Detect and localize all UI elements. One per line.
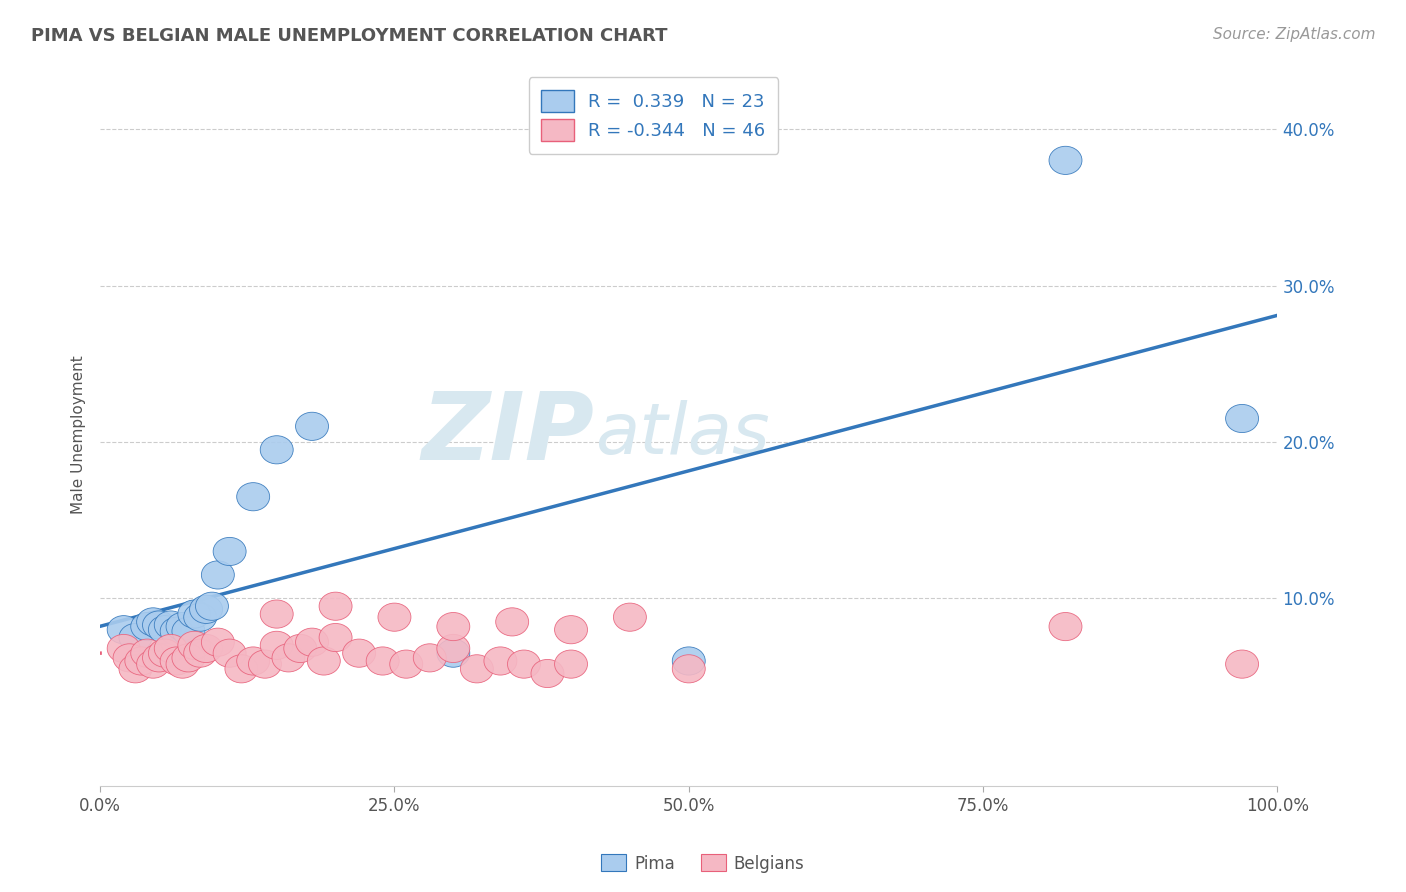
Ellipse shape <box>1049 613 1083 640</box>
Ellipse shape <box>136 607 170 636</box>
Ellipse shape <box>107 634 141 663</box>
Ellipse shape <box>190 634 222 663</box>
Ellipse shape <box>554 650 588 678</box>
Ellipse shape <box>366 647 399 675</box>
Ellipse shape <box>190 595 222 624</box>
Ellipse shape <box>496 607 529 636</box>
Text: PIMA VS BELGIAN MALE UNEMPLOYMENT CORRELATION CHART: PIMA VS BELGIAN MALE UNEMPLOYMENT CORREL… <box>31 27 668 45</box>
Ellipse shape <box>437 634 470 663</box>
Ellipse shape <box>155 634 187 663</box>
Ellipse shape <box>460 655 494 683</box>
Ellipse shape <box>214 537 246 566</box>
Ellipse shape <box>107 615 141 644</box>
Ellipse shape <box>271 644 305 672</box>
Legend: R =  0.339   N = 23, R = -0.344   N = 46: R = 0.339 N = 23, R = -0.344 N = 46 <box>529 77 778 153</box>
Ellipse shape <box>120 624 152 651</box>
Ellipse shape <box>225 655 257 683</box>
Ellipse shape <box>672 647 706 675</box>
Ellipse shape <box>184 639 217 667</box>
Ellipse shape <box>184 603 217 632</box>
Ellipse shape <box>112 644 146 672</box>
Ellipse shape <box>201 628 235 657</box>
Ellipse shape <box>131 613 163 640</box>
Text: ZIP: ZIP <box>422 388 595 480</box>
Ellipse shape <box>413 644 446 672</box>
Ellipse shape <box>149 639 181 667</box>
Ellipse shape <box>1226 650 1258 678</box>
Ellipse shape <box>343 639 375 667</box>
Ellipse shape <box>166 613 200 640</box>
Ellipse shape <box>236 647 270 675</box>
Ellipse shape <box>672 655 706 683</box>
Ellipse shape <box>260 600 294 628</box>
Ellipse shape <box>177 600 211 628</box>
Ellipse shape <box>319 624 352 651</box>
Ellipse shape <box>172 617 205 645</box>
Ellipse shape <box>131 639 163 667</box>
Ellipse shape <box>172 644 205 672</box>
Ellipse shape <box>437 639 470 667</box>
Ellipse shape <box>260 435 294 464</box>
Ellipse shape <box>508 650 540 678</box>
Text: atlas: atlas <box>595 400 769 468</box>
Ellipse shape <box>284 634 316 663</box>
Ellipse shape <box>295 628 329 657</box>
Ellipse shape <box>177 632 211 659</box>
Ellipse shape <box>319 592 352 620</box>
Ellipse shape <box>308 647 340 675</box>
Ellipse shape <box>389 650 423 678</box>
Ellipse shape <box>142 644 176 672</box>
Ellipse shape <box>160 647 193 675</box>
Ellipse shape <box>260 632 294 659</box>
Ellipse shape <box>295 412 329 441</box>
Ellipse shape <box>554 615 588 644</box>
Ellipse shape <box>120 655 152 683</box>
Ellipse shape <box>484 647 517 675</box>
Ellipse shape <box>155 611 187 639</box>
Ellipse shape <box>1049 146 1083 175</box>
Ellipse shape <box>236 483 270 511</box>
Ellipse shape <box>201 561 235 589</box>
Ellipse shape <box>166 650 200 678</box>
Legend: Pima, Belgians: Pima, Belgians <box>595 847 811 880</box>
Ellipse shape <box>149 615 181 644</box>
Ellipse shape <box>613 603 647 632</box>
Ellipse shape <box>142 611 176 639</box>
Ellipse shape <box>531 659 564 688</box>
Y-axis label: Male Unemployment: Male Unemployment <box>72 355 86 514</box>
Ellipse shape <box>249 650 281 678</box>
Ellipse shape <box>136 650 170 678</box>
Ellipse shape <box>378 603 411 632</box>
Text: Source: ZipAtlas.com: Source: ZipAtlas.com <box>1212 27 1375 42</box>
Ellipse shape <box>214 639 246 667</box>
Ellipse shape <box>1226 404 1258 433</box>
Ellipse shape <box>160 617 193 645</box>
Ellipse shape <box>195 592 228 620</box>
Ellipse shape <box>125 647 157 675</box>
Ellipse shape <box>437 613 470 640</box>
